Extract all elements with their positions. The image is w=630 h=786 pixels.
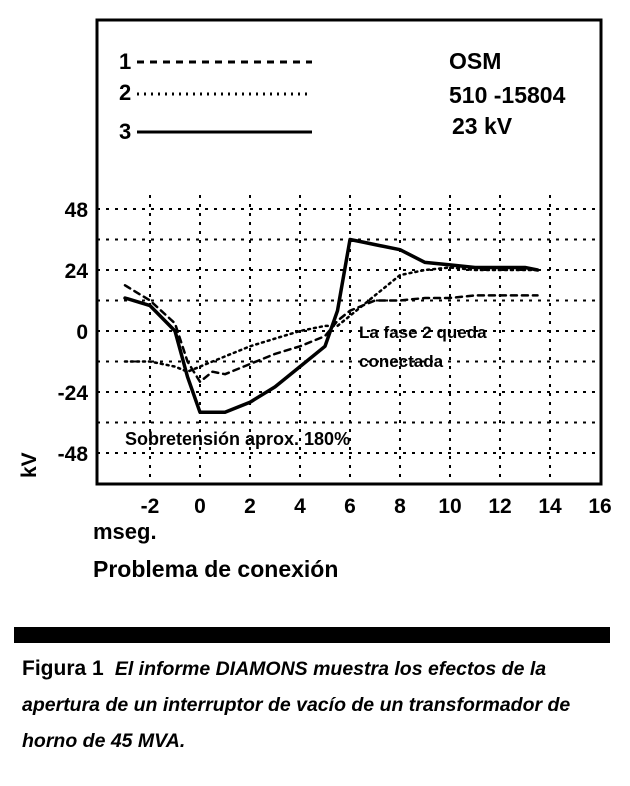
divider-bar (14, 627, 610, 643)
x-tick-label: 8 (394, 495, 406, 518)
x-tick-label: 12 (488, 495, 511, 518)
y-tick-label: -48 (58, 443, 89, 466)
annotation-phase-line2: conectada (359, 352, 444, 371)
x-tick-label: 6 (344, 495, 356, 518)
info-serial: 510 -15804 (449, 82, 566, 108)
legend-label-2: 2 (119, 80, 131, 105)
x-tick-label: 16 (588, 495, 611, 518)
info-model: OSM (449, 48, 501, 74)
figure-caption: Figura 1 El informe DIAMONS muestra los … (22, 651, 617, 759)
x-tick-label: 2 (244, 495, 256, 518)
annotation-overvoltage: Sobretensión aprox. 180% (125, 429, 350, 449)
annotation-phase-line1: La fase 2 queda (359, 323, 487, 342)
legend-label-3: 3 (119, 119, 131, 144)
caption-figure-label: Figura 1 (22, 657, 104, 680)
x-axis-unit: mseg. (93, 519, 157, 544)
caption-text: El informe DIAMONS muestra los efectos d… (22, 658, 571, 752)
grid (97, 195, 601, 484)
y-axis-label: kV (18, 452, 41, 478)
y-tick-labels: 48 24 0 -24 -48 (58, 199, 89, 466)
y-tick-label: -24 (58, 382, 89, 405)
y-tick-label: 24 (65, 260, 89, 283)
y-tick-label: 0 (76, 321, 88, 344)
x-tick-label: 0 (194, 495, 206, 518)
x-tick-label: -2 (141, 495, 160, 518)
legend-label-1: 1 (119, 49, 131, 74)
info-voltage: 23 kV (452, 113, 513, 139)
y-tick-label: 48 (65, 199, 89, 222)
x-tick-label: 4 (294, 495, 306, 518)
chart-subtitle: Problema de conexión (93, 556, 339, 582)
series-group (123, 237, 540, 415)
x-tick-label: 10 (438, 495, 461, 518)
series-line-1 (123, 284, 539, 384)
x-tick-label: 14 (538, 495, 562, 518)
x-tick-labels: -2 0 2 4 6 8 10 12 14 16 (141, 495, 612, 518)
series-line-3 (123, 237, 540, 415)
series-line-2 (123, 266, 539, 373)
